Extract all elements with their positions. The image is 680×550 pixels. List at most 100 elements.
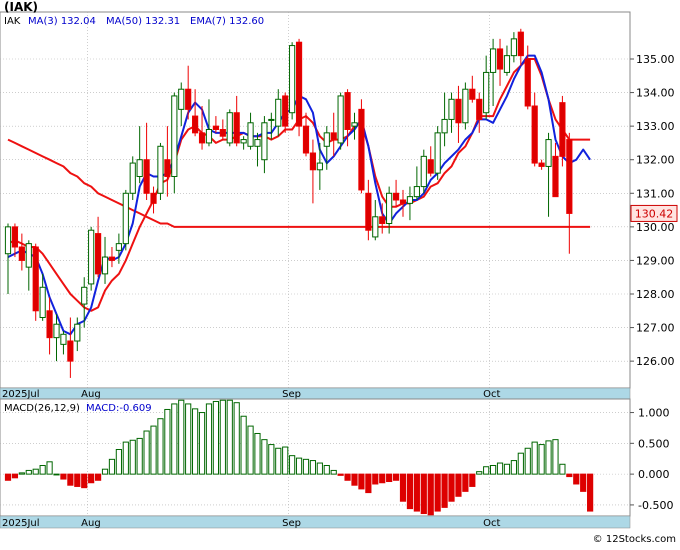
- price-ytick-label: 134.00: [636, 87, 675, 100]
- macd-bar: [164, 408, 171, 475]
- candle: [517, 28, 524, 66]
- legend-item-2: MA(50) 132.31: [106, 16, 180, 27]
- candle: [81, 277, 88, 328]
- candle: [351, 112, 358, 140]
- candle: [503, 45, 511, 76]
- lower-month-label: Sep: [282, 518, 301, 529]
- macd-bar: [46, 461, 53, 475]
- candle: [392, 179, 400, 207]
- candle: [358, 99, 365, 194]
- upper-month-label: Sep: [282, 389, 301, 400]
- macd-bar: [399, 473, 407, 502]
- price-ytick-label: 132.00: [636, 154, 675, 167]
- macd-y-axis: -0.500 0.000 0.500 1.000: [630, 407, 673, 512]
- chart-title: (IAK): [4, 0, 38, 14]
- macd-value: MACD:-0.609: [86, 403, 152, 414]
- macd-bar: [330, 469, 337, 475]
- candle: [129, 156, 136, 200]
- candle: [372, 200, 379, 241]
- candle: [566, 132, 573, 254]
- candle: [413, 166, 420, 200]
- macd-ytick-label: 0.500: [638, 437, 670, 450]
- macd-bar: [559, 463, 566, 475]
- macd-bar: [261, 439, 268, 475]
- candle: [427, 146, 434, 177]
- macd-bar: [365, 473, 372, 494]
- candle: [205, 99, 213, 147]
- macd-bar: [88, 473, 95, 484]
- price-ytick-label: 126.00: [636, 355, 675, 368]
- ema50-red-line: [7, 138, 591, 228]
- candle: [18, 233, 25, 271]
- candle: [254, 132, 261, 167]
- macd-bar: [379, 473, 386, 484]
- macd-bar: [503, 463, 511, 475]
- macd-bar: [496, 462, 504, 475]
- lower-month-labels: 2025Jul Aug Sep Oct: [2, 518, 500, 529]
- macd-bar: [122, 441, 129, 475]
- candle: [289, 42, 296, 120]
- macd-bar: [94, 473, 102, 481]
- macd-bar: [295, 457, 303, 475]
- candle: [344, 89, 351, 147]
- macd-bar: [302, 458, 310, 475]
- candle: [469, 75, 476, 103]
- candle: [316, 142, 323, 190]
- candle: [434, 126, 441, 180]
- candle: [268, 112, 275, 140]
- upper-month-label: 2025Jul: [2, 389, 40, 400]
- macd-bar: [32, 468, 39, 475]
- macd-bar: [178, 399, 185, 475]
- candle: [545, 132, 552, 217]
- candle: [455, 85, 462, 143]
- macd-bar: [108, 458, 116, 475]
- macd-bar: [524, 447, 531, 475]
- macd-bar: [101, 468, 109, 475]
- legend-item-0: IAK: [4, 16, 21, 27]
- price-ytick-label: 133.00: [636, 120, 675, 133]
- candle: [386, 186, 393, 234]
- macd-bar: [171, 403, 178, 475]
- last-price-tag: 130.42: [630, 204, 678, 222]
- price-y-axis: 126.00 127.00 128.00 129.00 130.00 131.00 132.…: [630, 53, 675, 368]
- macd-bar: [358, 473, 365, 490]
- candle: [323, 126, 330, 170]
- macd-bar: [587, 473, 594, 512]
- macd-bar: [351, 473, 358, 486]
- macd-bar: [441, 473, 448, 508]
- macd-bar: [192, 408, 199, 475]
- macd-title: MACD(26,12,9): [4, 403, 80, 414]
- candle: [164, 126, 171, 197]
- price-panel-frame: [0, 11, 631, 389]
- candle: [448, 92, 455, 133]
- macd-bar: [25, 469, 32, 475]
- macd-bar: [157, 418, 164, 475]
- candle: [74, 317, 81, 352]
- candle: [115, 233, 122, 264]
- candle: [171, 92, 178, 194]
- macd-bar: [282, 446, 289, 475]
- candle: [261, 116, 268, 174]
- macd-bar: [240, 415, 247, 475]
- upper-month-label: Oct: [483, 389, 500, 400]
- candle: [282, 92, 289, 133]
- price-ytick-label: 127.00: [636, 322, 675, 335]
- macd-bar: [573, 473, 580, 485]
- candle: [32, 243, 39, 321]
- candle: [247, 112, 254, 150]
- macd-bar: [67, 473, 74, 486]
- macd-bar: [455, 473, 462, 497]
- macd-bar: [344, 473, 351, 481]
- candle: [462, 82, 469, 130]
- macd-bar: [372, 473, 379, 485]
- candle: [490, 38, 497, 106]
- ema50-line-group: [7, 138, 591, 228]
- macd-bar: [566, 473, 573, 478]
- candle: [185, 65, 192, 120]
- macd-bar: [60, 473, 67, 480]
- price-ytick-label: 128.00: [636, 288, 675, 301]
- macd-bar: [53, 473, 60, 476]
- candle: [275, 89, 282, 137]
- candle: [406, 186, 414, 221]
